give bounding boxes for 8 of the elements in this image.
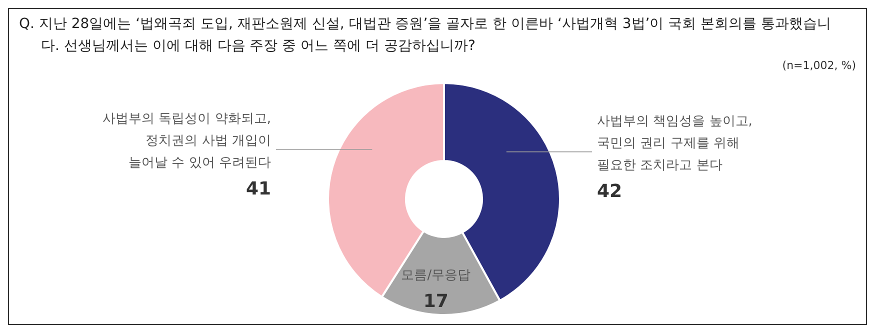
data-label: 42	[597, 180, 622, 202]
data-label: 17	[423, 290, 448, 312]
data-label: 41	[246, 178, 271, 200]
slice-label: 사법부의 책임성을 높이고, 국민의 권리 구제를 위해 필요한 조치라고 본다	[597, 114, 752, 173]
chart-title: Q. 지난 28일에는 ‘법왜곡죄 도입, 재판소원제 신설, 대법관 증원’을 골자로 한 이른바 ‘사법개혁 3법’이 국회 본회의를 통과했습니다. 선생님께서는 이에 대해 다음 주장 중 어느 쪽에 더 공감하십니까?	[19, 15, 832, 56]
text: (n=1,002, %)	[782, 59, 856, 72]
slice-label: 모름/무응답	[401, 268, 471, 283]
slice-label: 사법부의 독립성이 약화되고, 정치권의 사법 개입이 늘어날 수 있어 우려된다	[102, 111, 271, 170]
